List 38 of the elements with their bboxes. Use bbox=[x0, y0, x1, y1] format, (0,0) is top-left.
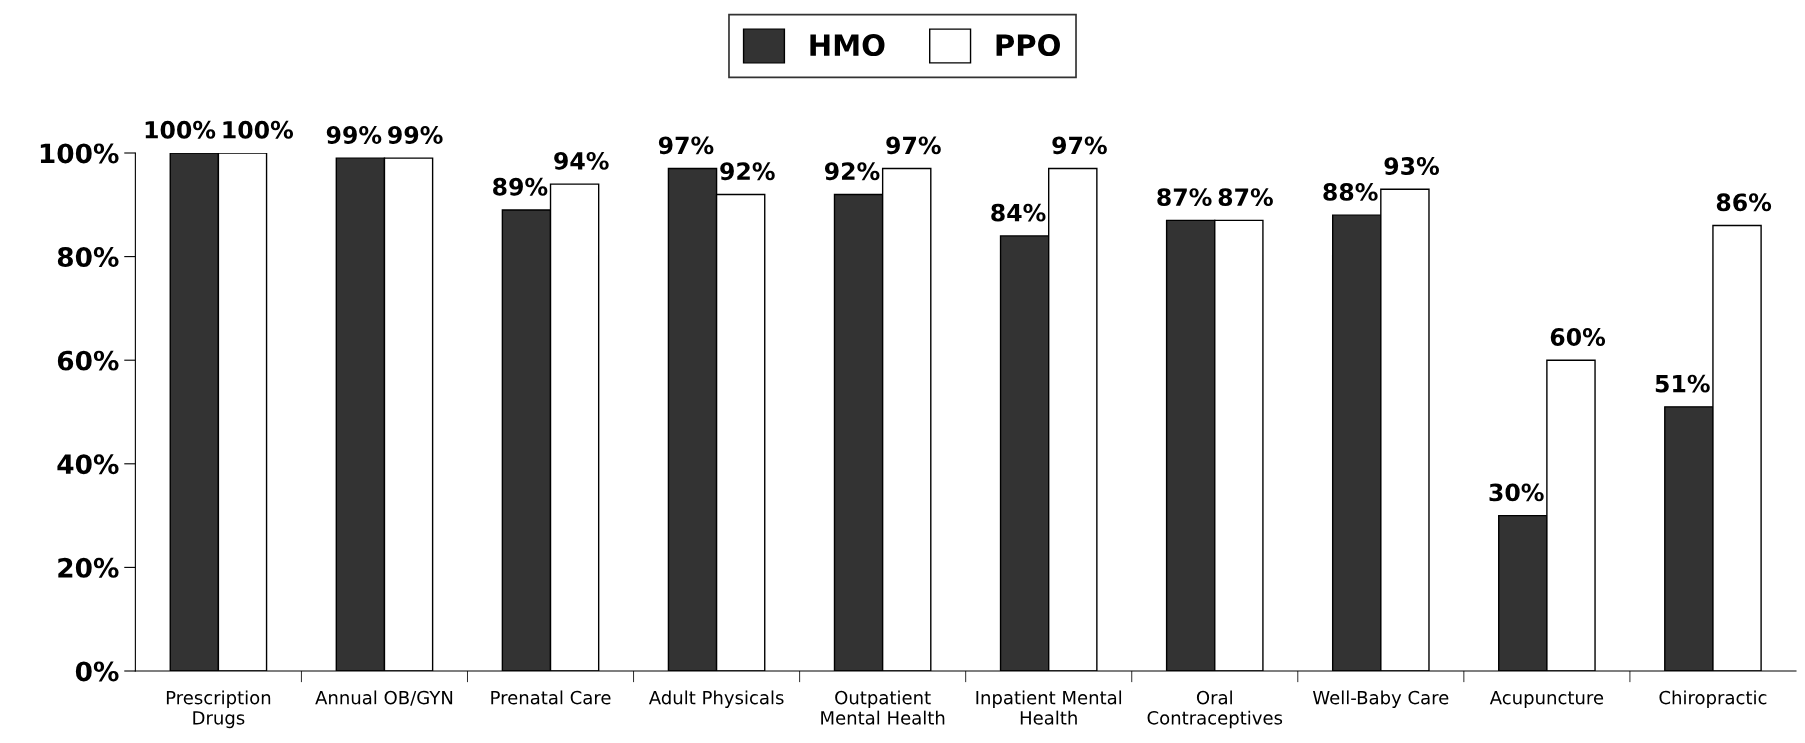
y-tick-label: 80% bbox=[57, 247, 119, 267]
y-tick-label: 20% bbox=[58, 557, 119, 578]
y-tick-label: 60% bbox=[57, 350, 119, 371]
x-tick-label: Annual OB/GYN bbox=[315, 690, 453, 706]
data-label: 88% bbox=[1323, 183, 1378, 201]
data-label: 100% bbox=[223, 120, 294, 139]
data-label: 99% bbox=[388, 126, 443, 144]
data-label: 97% bbox=[886, 136, 941, 155]
data-label: 87% bbox=[1218, 188, 1273, 207]
data-label: 87% bbox=[1157, 188, 1212, 207]
x-tick-label: Acupuncture bbox=[1489, 691, 1604, 708]
x-tick-label: Inpatient Mental Health bbox=[976, 690, 1122, 725]
y-tick-label: 100% bbox=[40, 143, 119, 164]
data-label: 92% bbox=[824, 162, 880, 181]
data-label: 92% bbox=[720, 162, 775, 181]
x-tick-label: Prescription Drugs bbox=[166, 690, 271, 729]
data-label: 100% bbox=[145, 120, 216, 139]
x-tick-label: Oral Contraceptives bbox=[1147, 690, 1283, 729]
x-tick-label: Adult Physicals bbox=[648, 690, 784, 708]
data-label: 51% bbox=[1655, 374, 1710, 393]
data-label: 97% bbox=[658, 136, 714, 155]
data-label: 60% bbox=[1550, 328, 1606, 346]
data-label: 84% bbox=[991, 203, 1046, 222]
x-tick-label: Chiropractic bbox=[1659, 690, 1767, 708]
data-label: 97% bbox=[1052, 136, 1107, 155]
data-label: 86% bbox=[1716, 193, 1772, 212]
data-label: 99% bbox=[326, 126, 382, 144]
data-label: 89% bbox=[493, 177, 548, 196]
y-tick-label: 0% bbox=[75, 661, 119, 682]
legend-label: HMO bbox=[810, 34, 885, 57]
x-tick-label: Prenatal Care bbox=[491, 690, 611, 705]
y-tick-label: 40% bbox=[57, 454, 119, 475]
data-label: 30% bbox=[1489, 483, 1544, 502]
x-tick-label: Well-Baby Care bbox=[1312, 690, 1449, 708]
legend-label: PPO bbox=[996, 34, 1060, 57]
data-label: 93% bbox=[1384, 157, 1439, 175]
x-tick-label: Outpatient Mental Health bbox=[821, 690, 945, 725]
data-label: 94% bbox=[554, 151, 609, 170]
